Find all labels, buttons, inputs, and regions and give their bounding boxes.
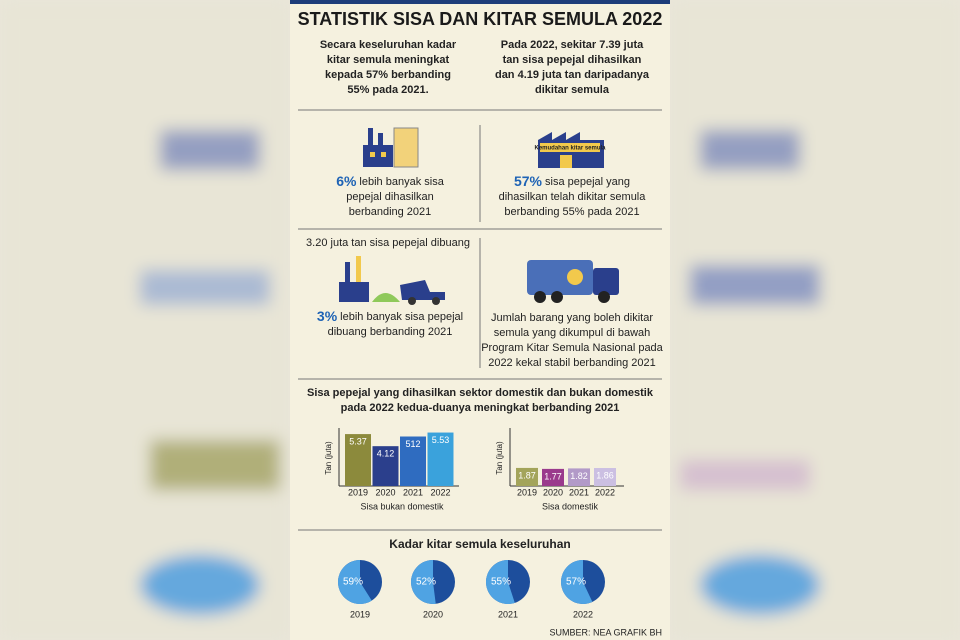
highlight: 3% xyxy=(317,308,338,324)
category-label: 2021 xyxy=(498,609,518,619)
factory-icon xyxy=(363,127,419,168)
text-line: pepejal dihasilkan xyxy=(346,191,433,203)
text-line: semula yang dikumpul di bawah xyxy=(494,327,651,339)
intro: Secara keseluruhan kadar kitar semula men… xyxy=(320,39,650,96)
bar xyxy=(542,468,564,486)
text: lebih banyak sisa pepejal xyxy=(340,311,463,323)
x-tick-label: 2020 xyxy=(375,487,395,497)
x-tick-label: 2021 xyxy=(569,487,589,497)
row2: 3% lebih banyak sisa pepejal dibuang berba… xyxy=(317,308,664,369)
x-tick-label: 2020 xyxy=(543,487,563,497)
bar xyxy=(400,436,426,486)
text-line: 2022 kekal stabil berbanding 2021 xyxy=(488,357,656,369)
text-line: dihasilkan telah dikitar semula xyxy=(499,191,647,203)
highlight-line: 6% lebih banyak sisa xyxy=(336,173,445,189)
x-tick-label: 2019 xyxy=(348,487,368,497)
bar xyxy=(568,468,590,486)
recycling-building-icon xyxy=(538,132,604,168)
category-label: 2019 xyxy=(350,609,370,619)
text: 3.20 juta tan sisa pepejal dibuang xyxy=(306,237,470,249)
y-axis-label: Tan (juta) xyxy=(495,441,504,475)
text: lebih banyak sisa xyxy=(359,176,444,188)
x-tick-label: 2019 xyxy=(517,487,537,497)
text-line: kitar semula meningkat xyxy=(327,54,450,66)
text: sisa pepejal yang xyxy=(545,176,630,188)
bar xyxy=(427,432,454,486)
bar xyxy=(516,467,538,486)
highlight: 6% xyxy=(336,173,357,189)
landfill-icon xyxy=(339,256,445,305)
truck-icon xyxy=(527,260,619,303)
value-label: 5.53 xyxy=(432,435,450,445)
value-label: 1.86 xyxy=(596,470,614,480)
category-label: 2020 xyxy=(423,609,443,619)
row1: 6% lebih banyak sisa pepejal dihasilkan ber… xyxy=(336,173,646,218)
bar xyxy=(345,434,371,486)
value-label: 1.82 xyxy=(570,471,588,481)
x-tick-label: 2022 xyxy=(430,487,450,497)
text-line: Jumlah barang yang boleh dikitar xyxy=(491,312,653,324)
category-label: 2022 xyxy=(573,609,593,619)
pie-title: Kadar kitar semula keseluruhan xyxy=(389,537,570,551)
value-label: 52% xyxy=(416,577,436,588)
text-line: kepada 57% berbanding xyxy=(325,69,451,81)
highlight: 57% xyxy=(514,173,543,189)
value-label: 4.12 xyxy=(377,449,395,459)
building-sign: Kemudahan kitar semula xyxy=(534,146,606,152)
text-line: Program Kitar Semula Nasional pada xyxy=(481,342,663,354)
text-line: pada 2022 kedua-duanya meningkat berband… xyxy=(341,402,620,414)
pie-slice xyxy=(485,560,515,604)
pie-slice xyxy=(411,560,436,604)
bar xyxy=(594,468,616,486)
value-label: 57% xyxy=(566,577,586,588)
text-line: dibuang berbanding 2021 xyxy=(328,326,453,338)
text-line: Secara keseluruhan kadar xyxy=(320,39,457,51)
bar xyxy=(372,446,399,486)
text-line: berbanding 55% pada 2021 xyxy=(504,206,639,218)
text-line: 55% pada 2021. xyxy=(347,84,428,96)
top-bar xyxy=(290,0,670,4)
pie-slice xyxy=(561,560,593,604)
text-line: berbanding 2021 xyxy=(349,206,432,218)
charts: Tan (juta) Sisa bukan domestik 5.37 2019 4.1… xyxy=(324,428,624,619)
text-line: dan 4.19 juta tan daripadanya xyxy=(495,69,650,81)
pie-slice xyxy=(337,560,372,604)
text-line: Pada 2022, sekitar 7.39 juta xyxy=(501,39,644,51)
section-title: Sisa pepejal yang dihasilkan sektor dome… xyxy=(307,387,654,414)
text-line: tan sisa pepejal dihasilkan xyxy=(503,54,642,66)
x-tick-label: 2022 xyxy=(595,487,615,497)
highlight-line: 57% sisa pepejal yang xyxy=(514,173,630,189)
x-tick-label: 2021 xyxy=(403,487,423,497)
x-axis-label: Sisa domestik xyxy=(542,501,599,511)
value-label: 55% xyxy=(491,577,511,588)
value-label: 5.37 xyxy=(349,436,367,446)
y-axis-label: Tan (juta) xyxy=(324,441,333,475)
footer: SUMBER: NEA GRAFIK BH xyxy=(549,627,662,637)
text-line: Sisa pepejal yang dihasilkan sektor dome… xyxy=(307,387,654,399)
title: STATISTIK SISA DAN KITAR SEMULA 2022 xyxy=(298,9,663,29)
value-label: 512 xyxy=(405,439,420,449)
highlight-line: 3% lebih banyak sisa pepejal xyxy=(317,308,463,324)
value-label: 59% xyxy=(343,577,363,588)
text-line: dikitar semula xyxy=(535,84,610,96)
value-label: 1.77 xyxy=(544,471,562,481)
value-label: 1.87 xyxy=(518,470,536,480)
x-axis-label: Sisa bukan domestik xyxy=(360,501,444,511)
